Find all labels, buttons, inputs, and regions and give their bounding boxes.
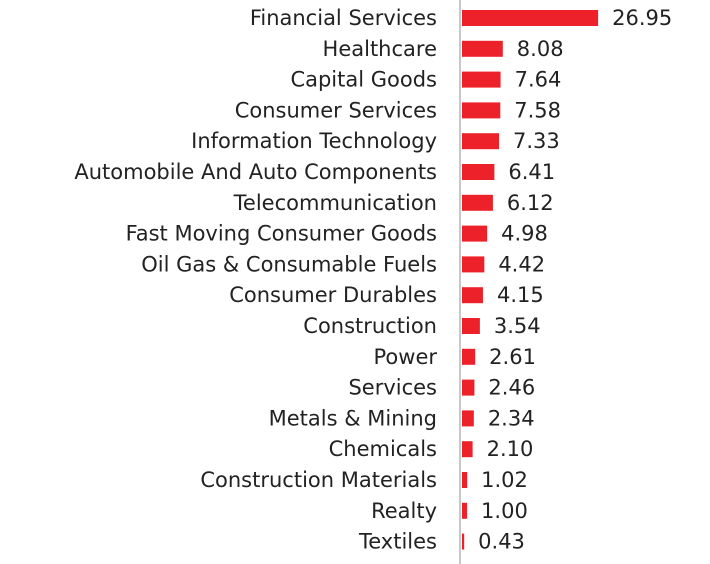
category-label: Metals & Mining xyxy=(269,406,437,430)
value-label: 7.33 xyxy=(513,129,560,153)
bar xyxy=(462,287,483,304)
category-label: Healthcare xyxy=(323,37,437,61)
bar xyxy=(462,40,503,57)
bar xyxy=(462,133,500,150)
category-label: Telecommunication xyxy=(233,191,437,215)
bar xyxy=(462,102,501,119)
bar xyxy=(462,502,468,519)
value-label: 2.34 xyxy=(488,406,535,430)
bar xyxy=(462,194,493,211)
value-label: 6.12 xyxy=(507,191,554,215)
value-label: 4.98 xyxy=(501,222,548,246)
value-label: 1.02 xyxy=(481,468,528,492)
bar xyxy=(462,348,476,365)
value-label: 6.41 xyxy=(508,160,555,184)
value-label: 2.46 xyxy=(488,376,535,400)
value-label: 4.42 xyxy=(498,252,545,276)
bar xyxy=(462,533,465,550)
category-label: Automobile And Auto Components xyxy=(74,160,437,184)
category-label: Information Technology xyxy=(191,129,437,153)
value-label: 2.61 xyxy=(489,345,536,369)
category-label: Textiles xyxy=(358,530,437,554)
category-label: Realty xyxy=(371,499,437,523)
category-label: Consumer Durables xyxy=(229,283,437,307)
bar xyxy=(462,71,501,88)
bar xyxy=(462,225,488,242)
category-label: Oil Gas & Consumable Fuels xyxy=(141,252,437,276)
category-label: Chemicals xyxy=(329,437,437,461)
bar xyxy=(462,472,468,488)
bar xyxy=(462,256,485,273)
bar xyxy=(462,164,495,180)
category-label: Consumer Services xyxy=(235,98,437,122)
category-label: Fast Moving Consumer Goods xyxy=(126,222,437,246)
value-label: 1.00 xyxy=(481,499,528,523)
category-label: Services xyxy=(348,376,437,400)
value-label: 2.10 xyxy=(487,437,534,461)
bar xyxy=(462,379,475,396)
bar xyxy=(462,10,599,26)
value-label: 7.58 xyxy=(514,98,561,122)
bar xyxy=(462,410,474,427)
category-label: Capital Goods xyxy=(290,68,437,92)
category-label: Power xyxy=(374,345,438,369)
value-label: 7.64 xyxy=(515,68,562,92)
value-label: 0.43 xyxy=(478,530,525,554)
bar xyxy=(462,441,473,458)
category-label: Financial Services xyxy=(250,6,437,30)
value-label: 8.08 xyxy=(517,37,564,61)
bar xyxy=(462,318,480,334)
value-label: 26.95 xyxy=(612,6,672,30)
value-label: 3.54 xyxy=(494,314,541,338)
category-label: Construction xyxy=(303,314,437,338)
value-label: 4.15 xyxy=(497,283,544,307)
category-label: Construction Materials xyxy=(200,468,437,492)
